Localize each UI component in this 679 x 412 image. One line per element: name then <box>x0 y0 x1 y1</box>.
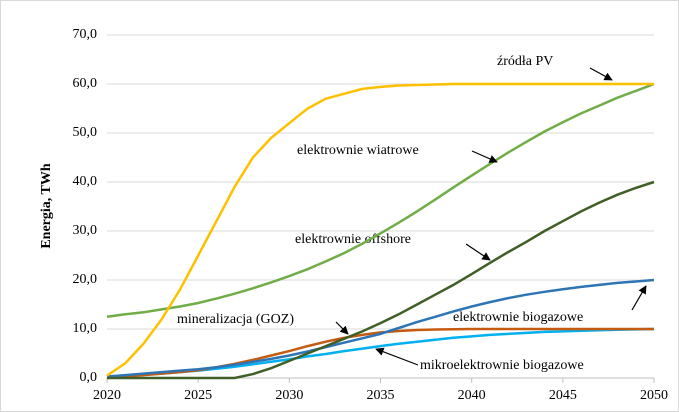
annotation-arrow <box>631 285 647 311</box>
series-line <box>106 82 654 377</box>
x-tick-label: 2025 <box>184 388 212 403</box>
y-tick-label: 50,0 <box>73 125 98 140</box>
y-tick-label: 30,0 <box>73 223 98 238</box>
x-tick-label: 2050 <box>640 388 668 403</box>
x-tick-label: 2035 <box>367 388 395 403</box>
series-line <box>106 82 655 319</box>
series-label: elektrownie offshore <box>295 232 411 247</box>
x-tick-label: 2020 <box>93 388 121 403</box>
annotation-arrow <box>589 67 613 81</box>
series-label: mikroelektrownie biogazowe <box>420 358 584 373</box>
y-tick-label: 60,0 <box>73 76 98 91</box>
y-tick-label: 40,0 <box>73 174 98 189</box>
series-label: źródła PV <box>497 54 553 69</box>
y-tick-label: 0,0 <box>80 370 98 385</box>
annotation-arrow <box>375 347 419 366</box>
annotation-arrow <box>335 321 349 335</box>
series-label: elektrownie biogazowe <box>453 310 583 325</box>
series-label: elektrownie wiatrowe <box>297 143 419 158</box>
y-tick-label: 20,0 <box>73 272 98 287</box>
y-tick-label: 10,0 <box>73 321 98 336</box>
x-tick-label: 2045 <box>549 388 577 403</box>
annotation-arrow <box>465 243 491 261</box>
annotation-arrow <box>471 150 498 163</box>
y-tick-label: 70,0 <box>73 27 98 42</box>
y-axis-label: Energia, TWh <box>39 163 54 249</box>
series-label: mineralizacja (GOZ) <box>177 312 294 327</box>
x-tick-label: 2030 <box>275 388 303 403</box>
series-line <box>106 278 655 378</box>
x-tick-label: 2040 <box>458 388 486 403</box>
series-line <box>107 180 655 380</box>
